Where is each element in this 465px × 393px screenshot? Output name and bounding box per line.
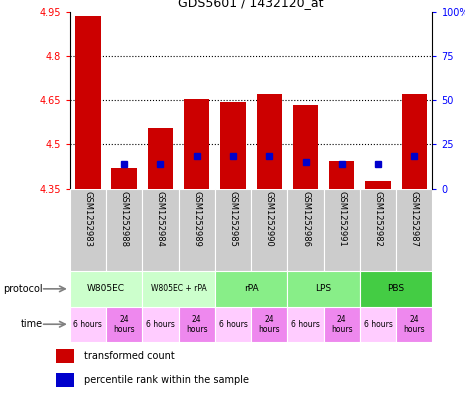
Bar (184, 99, 209, 189)
Bar (215, 189, 251, 271)
Bar (56, 373, 74, 387)
Text: PBS: PBS (388, 285, 405, 293)
Bar (360, 307, 396, 342)
Bar (329, 161, 354, 189)
Bar (106, 189, 142, 271)
Bar (251, 307, 287, 342)
Text: LPS: LPS (316, 285, 332, 293)
Text: GSM1252990: GSM1252990 (265, 191, 274, 247)
Text: percentile rank within the sample: percentile rank within the sample (84, 375, 249, 385)
Text: W805EC: W805EC (87, 285, 125, 293)
Text: 6 hours: 6 hours (146, 320, 175, 329)
Bar (179, 189, 215, 271)
Bar (215, 307, 251, 342)
Bar (148, 128, 173, 189)
Bar (142, 271, 215, 307)
Bar (396, 307, 432, 342)
Text: GSM1252988: GSM1252988 (120, 191, 129, 247)
Text: 24
hours: 24 hours (113, 314, 135, 334)
Bar (365, 181, 391, 189)
Text: protocol: protocol (3, 284, 43, 294)
Text: 6 hours: 6 hours (73, 320, 102, 329)
Text: GSM1252991: GSM1252991 (337, 191, 346, 247)
Bar (70, 307, 106, 342)
Text: GSM1252986: GSM1252986 (301, 191, 310, 247)
Text: GSM1252982: GSM1252982 (373, 191, 383, 247)
Bar (142, 189, 179, 271)
Bar (56, 349, 74, 364)
Bar (293, 105, 318, 189)
Bar (220, 102, 246, 189)
Bar (360, 189, 396, 271)
Text: 6 hours: 6 hours (219, 320, 247, 329)
Bar (215, 271, 287, 307)
Text: GSM1252985: GSM1252985 (228, 191, 238, 247)
Bar (257, 94, 282, 189)
Text: GSM1252987: GSM1252987 (410, 191, 419, 247)
Bar (251, 189, 287, 271)
Text: W805EC + rPA: W805EC + rPA (151, 285, 206, 293)
Bar (324, 307, 360, 342)
Bar (70, 271, 142, 307)
Bar (396, 189, 432, 271)
Text: 24
hours: 24 hours (259, 314, 280, 334)
Bar (402, 94, 427, 189)
Text: 6 hours: 6 hours (291, 320, 320, 329)
Text: 24
hours: 24 hours (186, 314, 207, 334)
Text: rPA: rPA (244, 285, 259, 293)
Bar (287, 271, 360, 307)
Bar (70, 189, 106, 271)
Bar (75, 16, 100, 189)
Bar (287, 307, 324, 342)
Text: 24
hours: 24 hours (404, 314, 425, 334)
Text: GSM1252983: GSM1252983 (83, 191, 93, 247)
Text: GSM1252984: GSM1252984 (156, 191, 165, 247)
Text: GSM1252989: GSM1252989 (192, 191, 201, 247)
Bar (106, 307, 142, 342)
Bar (324, 189, 360, 271)
Bar (360, 271, 432, 307)
Bar (112, 168, 137, 189)
Text: 24
hours: 24 hours (331, 314, 352, 334)
Text: time: time (21, 319, 43, 329)
Bar (179, 307, 215, 342)
Bar (287, 189, 324, 271)
Title: GDS5601 / 1432120_at: GDS5601 / 1432120_at (179, 0, 324, 9)
Text: 6 hours: 6 hours (364, 320, 392, 329)
Text: transformed count: transformed count (84, 351, 174, 361)
Bar (142, 307, 179, 342)
